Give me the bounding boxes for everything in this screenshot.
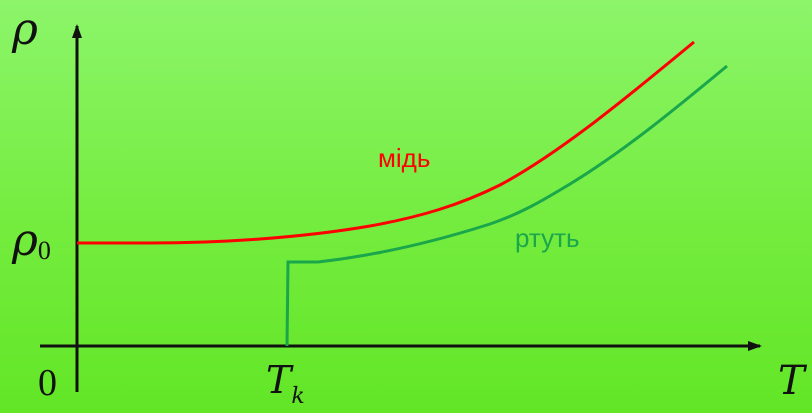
copper-curve [77, 40, 695, 245]
tk-label: Tk [266, 358, 305, 409]
x-axis-label: T [778, 358, 808, 404]
copper-label: мідь [378, 143, 430, 173]
mercury-curve [285, 64, 728, 347]
y-axis-label: ρ [11, 4, 38, 55]
rho-zero-label: ρ0 [11, 215, 51, 266]
origin-label: 0 [38, 362, 57, 404]
mercury-label: ртуть [515, 223, 580, 253]
